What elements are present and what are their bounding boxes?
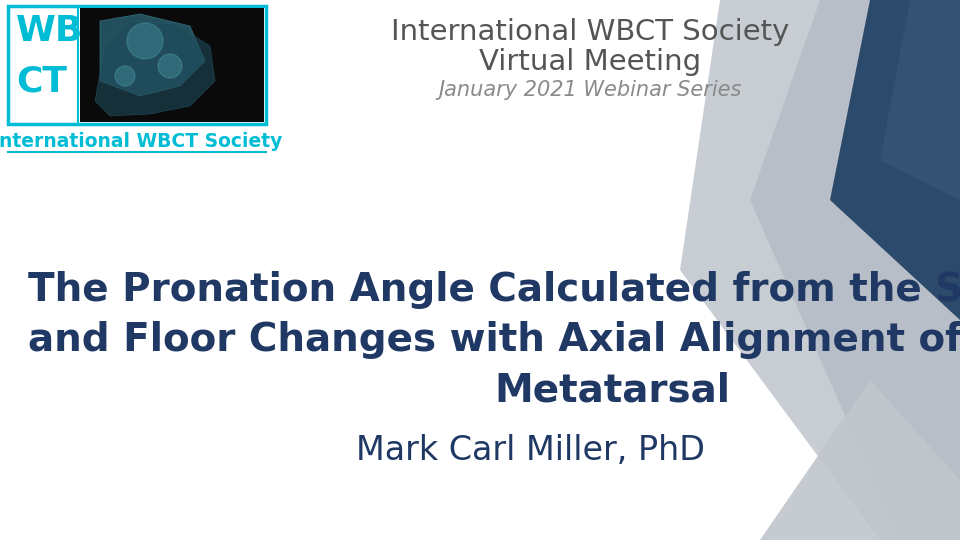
Text: Metatarsal: Metatarsal [494, 371, 730, 409]
Text: The Pronation Angle Calculated from the Sulci: The Pronation Angle Calculated from the … [28, 271, 960, 309]
Polygon shape [100, 14, 205, 96]
Polygon shape [680, 0, 960, 540]
Circle shape [127, 23, 163, 59]
Circle shape [115, 66, 135, 86]
Polygon shape [880, 0, 960, 200]
Bar [80, 8, 264, 122]
Circle shape [158, 54, 182, 78]
Polygon shape [830, 0, 960, 320]
Polygon shape [760, 380, 960, 540]
Bar [8, 6, 266, 124]
Text: Virtual Meeting: Virtual Meeting [479, 48, 701, 76]
Text: January 2021 Webinar Series: January 2021 Webinar Series [439, 80, 742, 100]
Text: International WBCT Society: International WBCT Society [391, 18, 789, 46]
Text: WB: WB [16, 14, 84, 48]
Polygon shape [750, 0, 960, 540]
Polygon shape [95, 21, 215, 116]
Text: and Floor Changes with Axial Alignment of the: and Floor Changes with Axial Alignment o… [28, 321, 960, 359]
Text: Mark Carl Miller, PhD: Mark Carl Miller, PhD [355, 434, 705, 467]
Text: International WBCT Society: International WBCT Society [0, 132, 282, 151]
Text: CT: CT [16, 64, 67, 98]
